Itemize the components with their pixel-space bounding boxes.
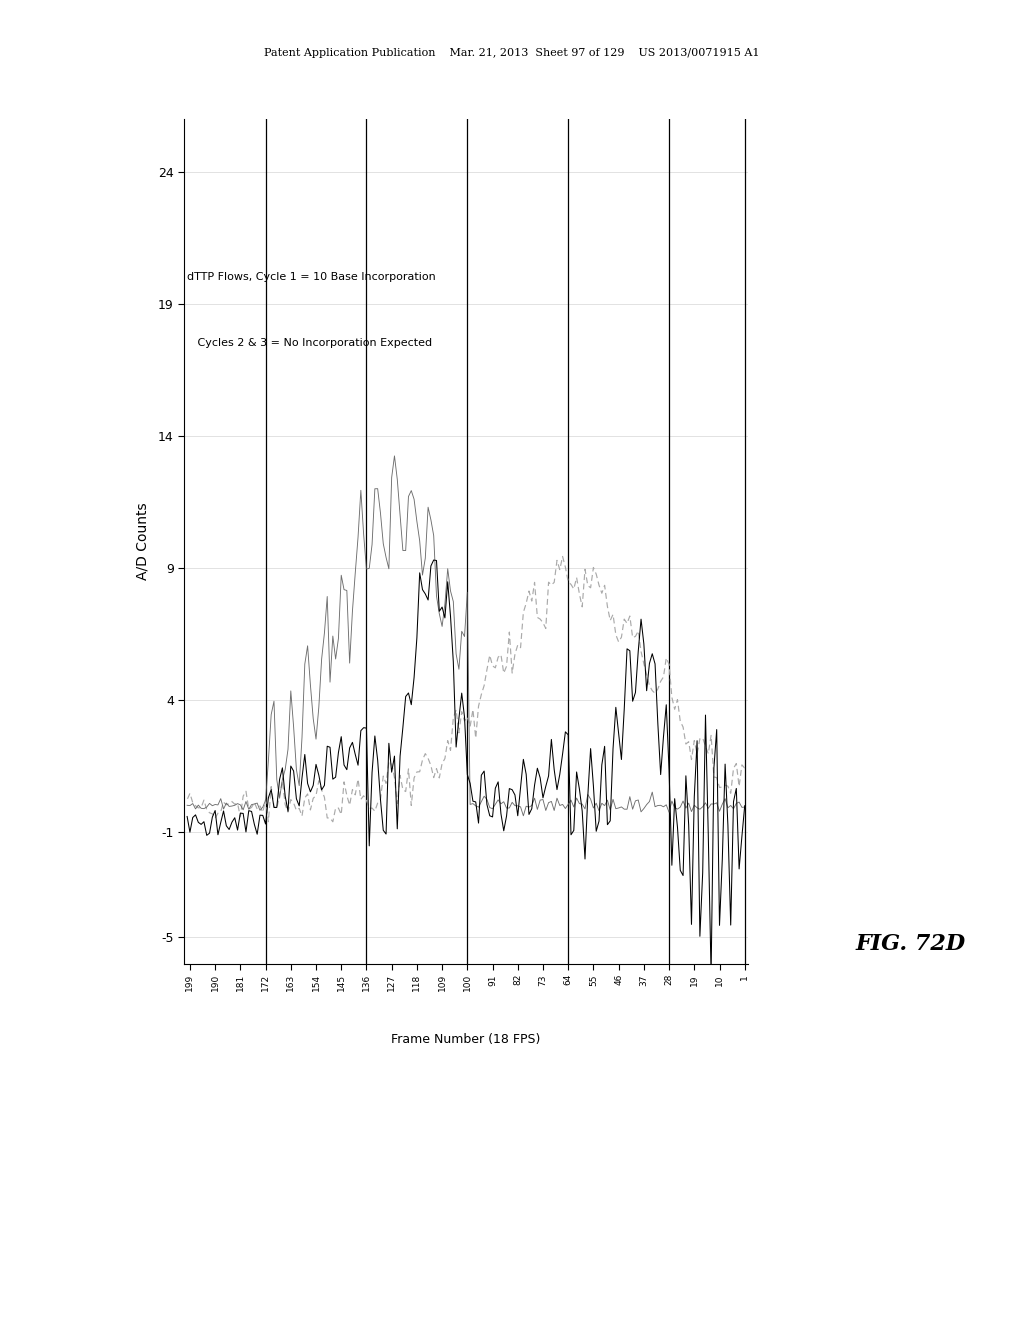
Text: FIG. 72D: FIG. 72D <box>855 933 966 954</box>
Text: Patent Application Publication    Mar. 21, 2013  Sheet 97 of 129    US 2013/0071: Patent Application Publication Mar. 21, … <box>264 48 760 58</box>
Text: Cycles 2 & 3 = No Incorporation Expected: Cycles 2 & 3 = No Incorporation Expected <box>187 338 432 348</box>
X-axis label: Frame Number (18 FPS): Frame Number (18 FPS) <box>391 1034 541 1045</box>
Y-axis label: A/D Counts: A/D Counts <box>136 503 150 579</box>
Text: dTTP Flows, Cycle 1 = 10 Base Incorporation: dTTP Flows, Cycle 1 = 10 Base Incorporat… <box>187 272 436 282</box>
